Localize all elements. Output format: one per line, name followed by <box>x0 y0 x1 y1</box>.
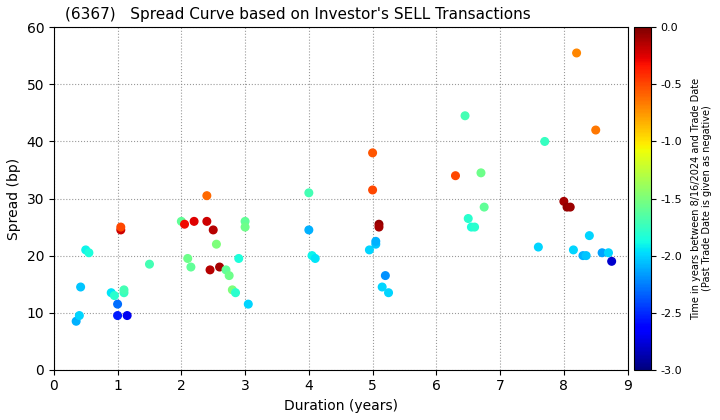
Y-axis label: Time in years between 8/16/2024 and Trade Date
(Past Trade Date is given as nega: Time in years between 8/16/2024 and Trad… <box>690 77 712 320</box>
Point <box>367 150 379 156</box>
Point <box>379 272 391 279</box>
Point <box>201 192 212 199</box>
X-axis label: Duration (years): Duration (years) <box>284 399 397 413</box>
Point <box>109 292 120 299</box>
Point <box>239 224 251 231</box>
Point <box>230 289 241 296</box>
Point <box>580 252 592 259</box>
Point <box>118 286 130 293</box>
Point <box>564 204 576 210</box>
Point <box>567 247 579 253</box>
Point <box>469 224 480 231</box>
Point <box>373 224 384 231</box>
Point <box>370 241 382 247</box>
Point <box>373 221 384 228</box>
Point <box>306 252 318 259</box>
Point <box>214 264 225 270</box>
Point <box>207 226 219 233</box>
Point <box>571 50 582 56</box>
Point <box>112 301 123 307</box>
Point <box>179 221 190 228</box>
Point <box>189 218 200 225</box>
Point <box>105 289 117 296</box>
Point <box>112 312 123 319</box>
Point <box>450 172 462 179</box>
Point <box>590 127 601 134</box>
Point <box>243 301 254 307</box>
Point <box>383 289 395 296</box>
Point <box>115 224 127 231</box>
Point <box>558 198 570 205</box>
Point <box>603 249 614 256</box>
Point <box>539 138 551 145</box>
Point <box>466 224 477 231</box>
Point <box>367 186 379 193</box>
Point <box>83 249 94 256</box>
Point <box>211 241 222 247</box>
Point <box>364 247 375 253</box>
Point <box>185 264 197 270</box>
Y-axis label: Spread (bp): Spread (bp) <box>7 158 21 239</box>
Point <box>118 289 130 296</box>
Point <box>370 238 382 245</box>
Point <box>584 232 595 239</box>
Point <box>233 255 245 262</box>
Point <box>227 286 238 293</box>
Point <box>533 244 544 250</box>
Point <box>71 318 82 325</box>
Point <box>303 189 315 196</box>
Point <box>459 113 471 119</box>
Point <box>562 204 573 210</box>
Point <box>80 247 91 253</box>
Point <box>377 284 388 290</box>
Point <box>310 255 321 262</box>
Point <box>223 272 235 279</box>
Point <box>478 204 490 210</box>
Point <box>115 226 127 233</box>
Point <box>144 261 156 268</box>
Point <box>75 284 86 290</box>
Point <box>303 226 315 233</box>
Point <box>73 312 85 319</box>
Point <box>182 255 194 262</box>
Point <box>220 267 232 273</box>
Point <box>201 218 212 225</box>
Point <box>122 312 133 319</box>
Point <box>239 218 251 225</box>
Point <box>596 249 608 256</box>
Point <box>475 170 487 176</box>
Text: (6367)   Spread Curve based on Investor's SELL Transactions: (6367) Spread Curve based on Investor's … <box>66 7 531 22</box>
Point <box>577 252 589 259</box>
Point <box>462 215 474 222</box>
Point <box>606 258 618 265</box>
Point <box>204 267 216 273</box>
Point <box>176 218 187 225</box>
